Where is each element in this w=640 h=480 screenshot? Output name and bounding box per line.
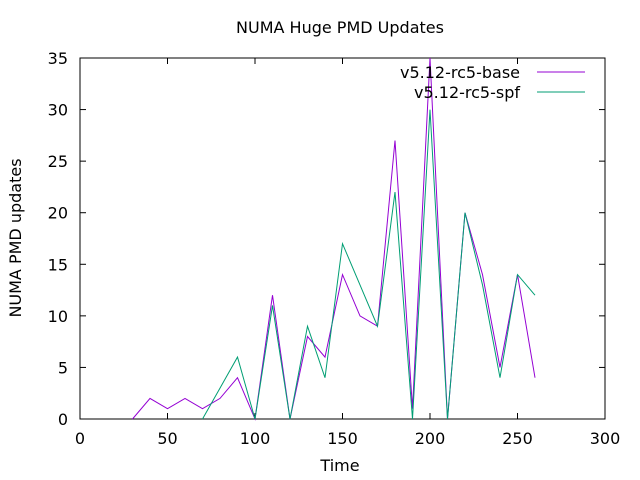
y-tick-label: 35 bbox=[48, 49, 68, 68]
y-tick-label: 10 bbox=[48, 307, 68, 326]
y-tick-label: 5 bbox=[58, 358, 68, 377]
y-axis-title: NUMA PMD updates bbox=[6, 158, 25, 317]
x-tick-label: 300 bbox=[590, 429, 621, 448]
plot-frame bbox=[79, 57, 606, 420]
y-tick-label: 20 bbox=[48, 204, 68, 223]
x-tick-label: 100 bbox=[240, 429, 271, 448]
y-tick-label: 0 bbox=[58, 410, 68, 429]
plot-area: 0 50 100 150 200 250 300 0 5 10 15 20 25 30 35 v5.12-rc… bbox=[48, 49, 621, 448]
x-axis-title: Time bbox=[319, 456, 359, 475]
y-tick-label: 30 bbox=[48, 101, 68, 120]
x-tick-label: 200 bbox=[415, 429, 446, 448]
x-tick-label: 50 bbox=[157, 429, 177, 448]
y-tick-label: 15 bbox=[48, 255, 68, 274]
legend-label-1: v5.12-rc5-base bbox=[400, 63, 520, 82]
x-tick-label: 250 bbox=[502, 429, 533, 448]
series-line-1 bbox=[132, 57, 536, 421]
series-line-2 bbox=[202, 109, 536, 420]
chart-title: NUMA Huge PMD Updates bbox=[236, 18, 444, 37]
x-tick-label: 150 bbox=[327, 429, 358, 448]
y-tick-label: 25 bbox=[48, 152, 68, 171]
x-tick-label: 0 bbox=[75, 429, 85, 448]
legend-label-2: v5.12-rc5-spf bbox=[414, 83, 520, 102]
